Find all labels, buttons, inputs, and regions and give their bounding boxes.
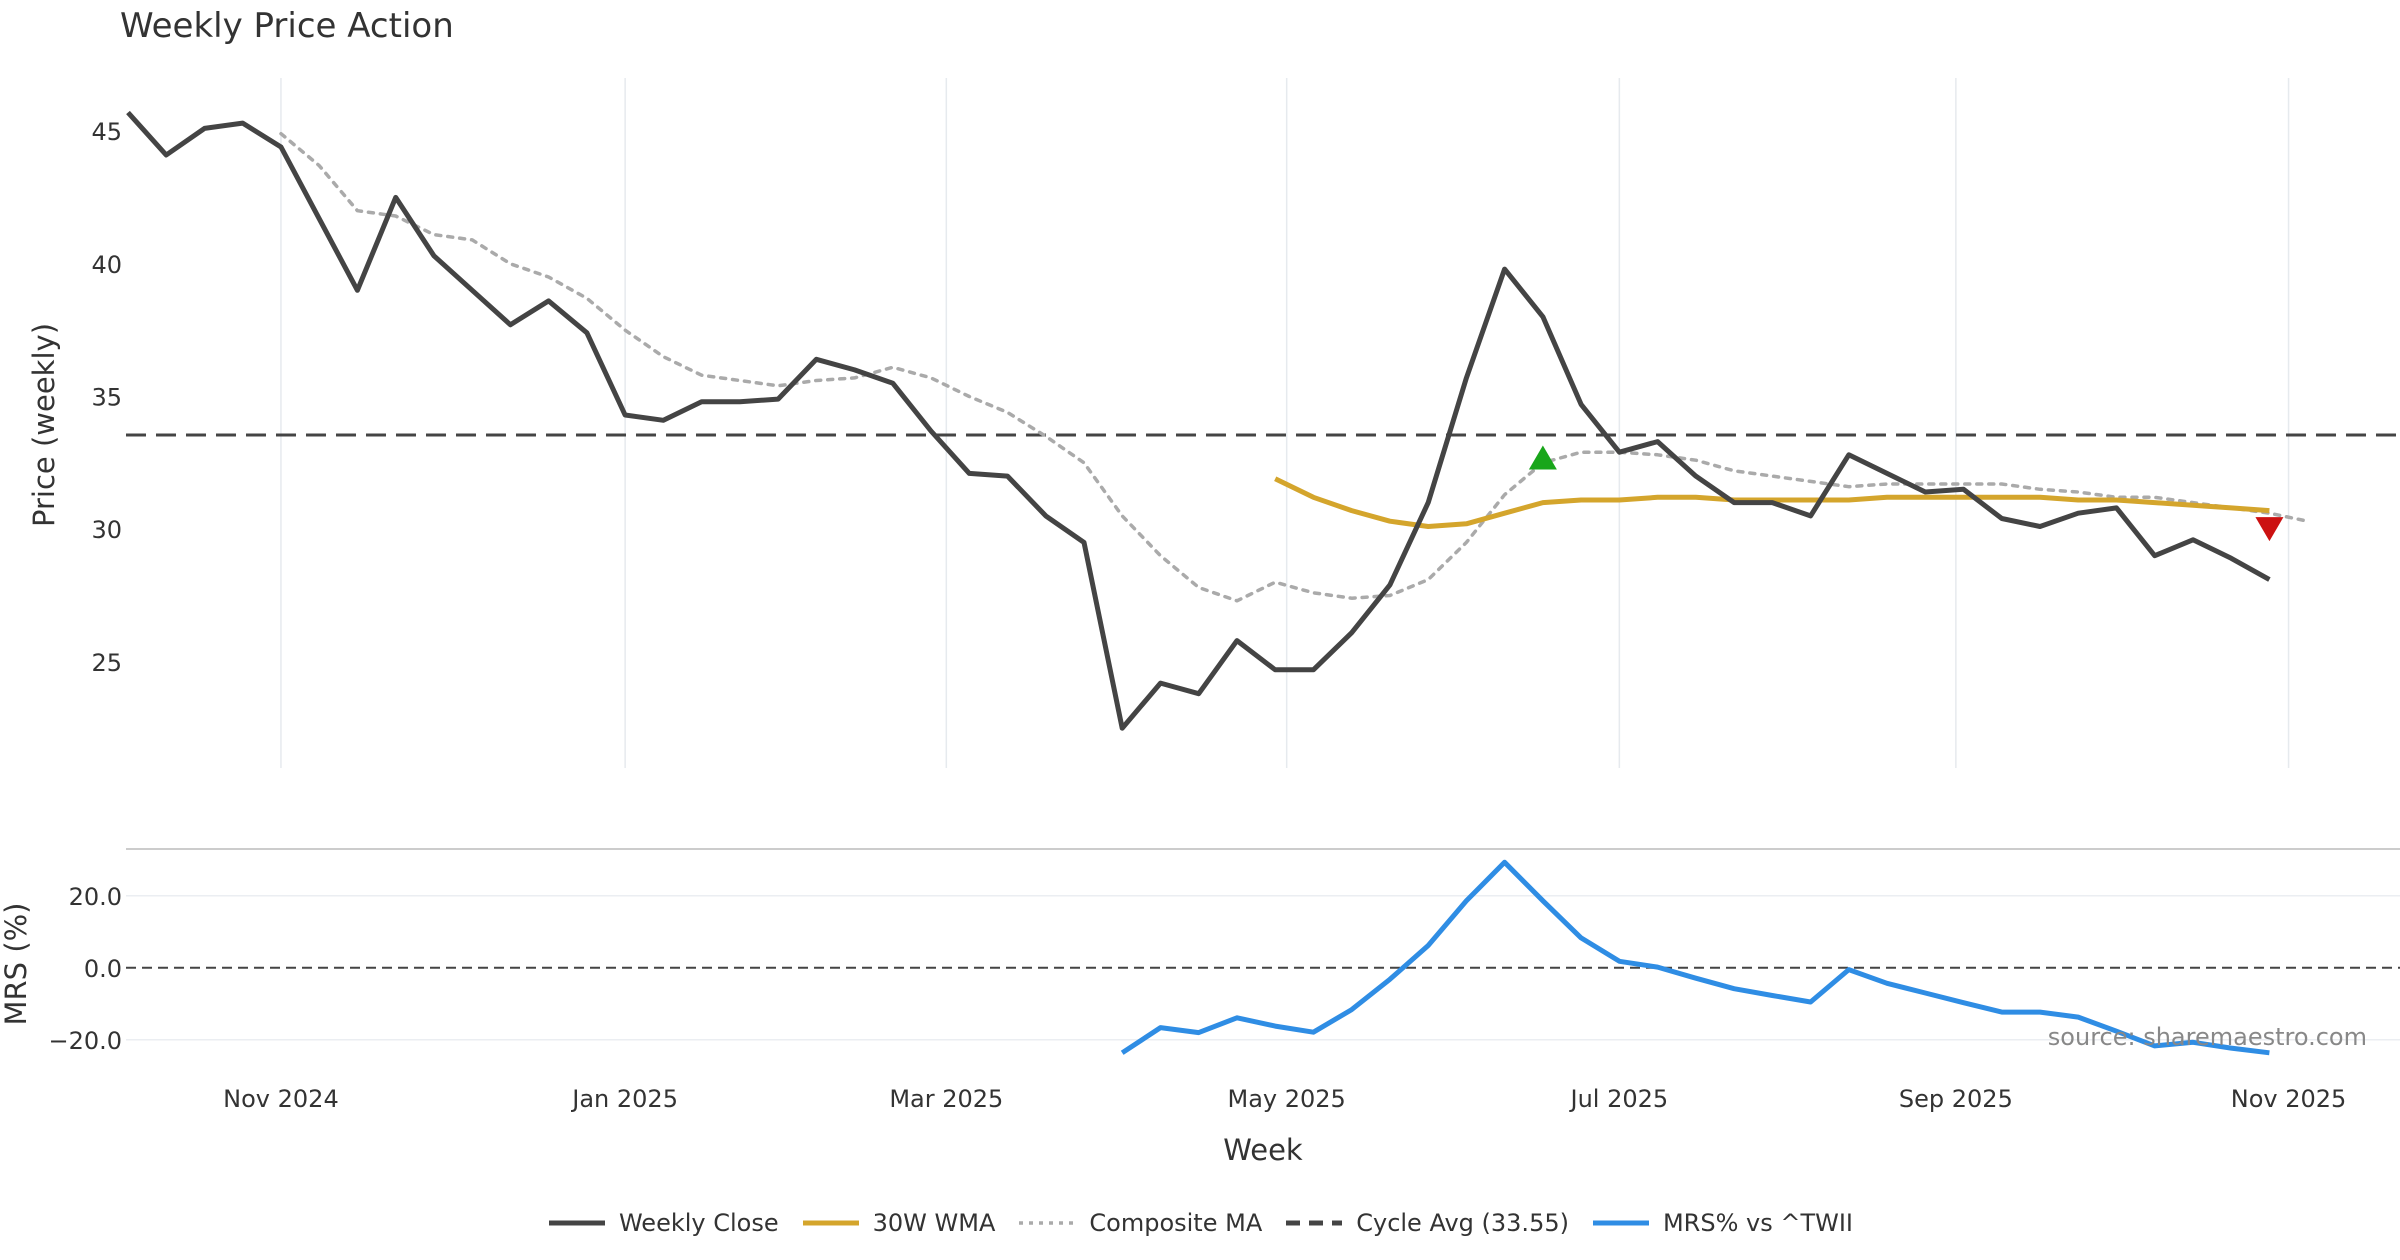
x-tick-label: Jan 2025 — [570, 1085, 678, 1113]
x-axis-label: Week — [1223, 1133, 1303, 1167]
legend-swatch — [1286, 1220, 1343, 1226]
legend-label: Weekly Close — [618, 1209, 779, 1237]
mrs-series-line — [1120, 859, 2270, 1056]
legend-label: Composite MA — [1089, 1209, 1263, 1237]
x-tick-label: Nov 2025 — [2231, 1085, 2347, 1113]
price-series — [126, 110, 2310, 731]
mrs-series — [1120, 859, 2270, 1056]
x-tick-label: Jul 2025 — [1569, 1085, 1669, 1113]
composite-ma-series-line — [279, 131, 2310, 603]
x-tick-label: May 2025 — [1228, 1085, 1346, 1113]
legend-item: Weekly Close — [547, 1208, 779, 1238]
legend-item: MRS% vs ^TWII — [1591, 1208, 1853, 1238]
30w-wma-series-line — [1274, 476, 2270, 529]
chart-title: Weekly Price Action — [120, 6, 454, 46]
price-y-tick-label: 40 — [91, 251, 122, 279]
legend-swatch — [1019, 1221, 1076, 1225]
weekly-close-series-line — [126, 110, 2271, 731]
price-y-axis-label: Price (weekly) — [27, 323, 61, 527]
price-y-tick-label: 25 — [91, 649, 122, 677]
buy-signal-marker — [1528, 445, 1557, 470]
x-ticks: Nov 2024 Jan 2025 Mar 2025 May 2025 Jul 2025… — [223, 1085, 2346, 1113]
price-y-tick-label: 30 — [91, 516, 122, 544]
legend-label: 30W WMA — [872, 1209, 996, 1237]
legend-item: Composite MA — [1017, 1208, 1262, 1238]
mrs-gridlines — [126, 895, 2400, 1041]
mrs-y-axis-label: MRS (%) — [0, 903, 33, 1026]
mrs-y-tick-label: 0.0 — [84, 955, 122, 983]
mrs-y-tick-label: −20.0 — [48, 1027, 122, 1055]
price-gridlines — [280, 78, 2290, 768]
mrs-y-tick-label: 20.0 — [69, 883, 122, 911]
legend-swatch — [548, 1220, 605, 1226]
x-tick-label: Sep 2025 — [1899, 1085, 2013, 1113]
price-y-tick-label: 45 — [91, 118, 122, 146]
price-y-ticks: 25 30 35 40 45 — [91, 118, 122, 677]
legend: Weekly Close 30W WMA Composite MA Cycle Avg… — [0, 1208, 2400, 1238]
legend-item: Cycle Avg (33.55) — [1284, 1208, 1569, 1238]
legend-swatch — [1592, 1220, 1649, 1226]
legend-swatch — [802, 1220, 859, 1226]
legend-item: 30W WMA — [801, 1208, 996, 1238]
mrs-y-ticks: 20.0 0.0 −20.0 — [48, 883, 122, 1055]
price-y-tick-label: 35 — [91, 383, 122, 411]
source-note: source: sharemaestro.com — [2048, 1023, 2367, 1051]
signal-markers — [1528, 445, 2284, 542]
sell-signal-marker — [2255, 517, 2284, 542]
x-tick-label: Nov 2024 — [223, 1085, 339, 1113]
legend-label: Cycle Avg (33.55) — [1356, 1209, 1569, 1237]
x-tick-label: Mar 2025 — [889, 1085, 1003, 1113]
legend-label: MRS% vs ^TWII — [1662, 1209, 1854, 1237]
